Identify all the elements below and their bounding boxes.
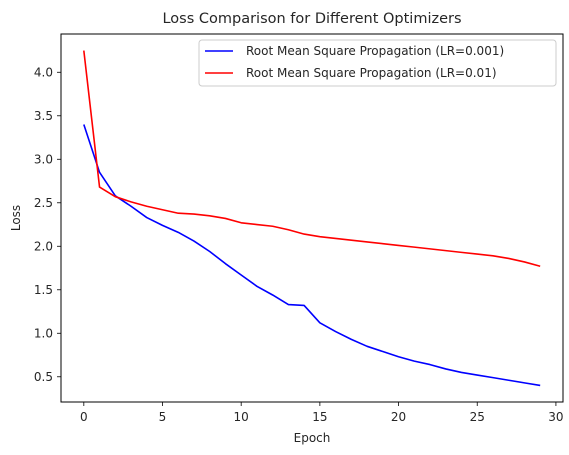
y-axis-label: Loss	[9, 205, 23, 231]
x-tick-label: 5	[159, 410, 167, 424]
x-tick-label: 10	[234, 410, 249, 424]
legend-frame	[198, 39, 557, 87]
series-lines	[83, 50, 541, 387]
legend: Root Mean Square Propagation (LR=0.001) …	[198, 39, 557, 87]
x-tick-label: 30	[548, 410, 563, 424]
x-tick-label: 15	[312, 410, 327, 424]
x-axis-label: Epoch	[294, 431, 331, 445]
chart-title: Loss Comparison for Different Optimizers	[162, 11, 461, 27]
series-line-0	[83, 124, 541, 387]
y-tick-label: 1.0	[34, 326, 53, 340]
y-axis-ticks: 0.5 1.0 1.5 2.0 2.5 3.0 3.5 4.0	[34, 65, 61, 384]
x-tick-label: 20	[391, 410, 406, 424]
x-axis-ticks: 0 5 10 15 20 25 30	[80, 402, 564, 424]
y-tick-label: 1.5	[34, 283, 53, 297]
y-tick-label: 2.5	[34, 196, 53, 210]
legend-entry-lr-001: Root Mean Square Propagation (LR=0.01)	[246, 66, 497, 80]
y-tick-label: 3.5	[34, 109, 53, 123]
x-tick-label: 0	[80, 410, 88, 424]
y-tick-label: 3.0	[34, 152, 53, 166]
plot-area	[60, 33, 564, 403]
y-tick-label: 0.5	[34, 370, 53, 384]
y-tick-label: 2.0	[34, 239, 53, 253]
series-line-1	[83, 50, 541, 268]
x-tick-label: 25	[470, 410, 485, 424]
legend-entry-lr-0001: Root Mean Square Propagation (LR=0.001)	[246, 44, 504, 58]
y-tick-label: 4.0	[34, 65, 53, 79]
plot-frame	[60, 33, 564, 403]
